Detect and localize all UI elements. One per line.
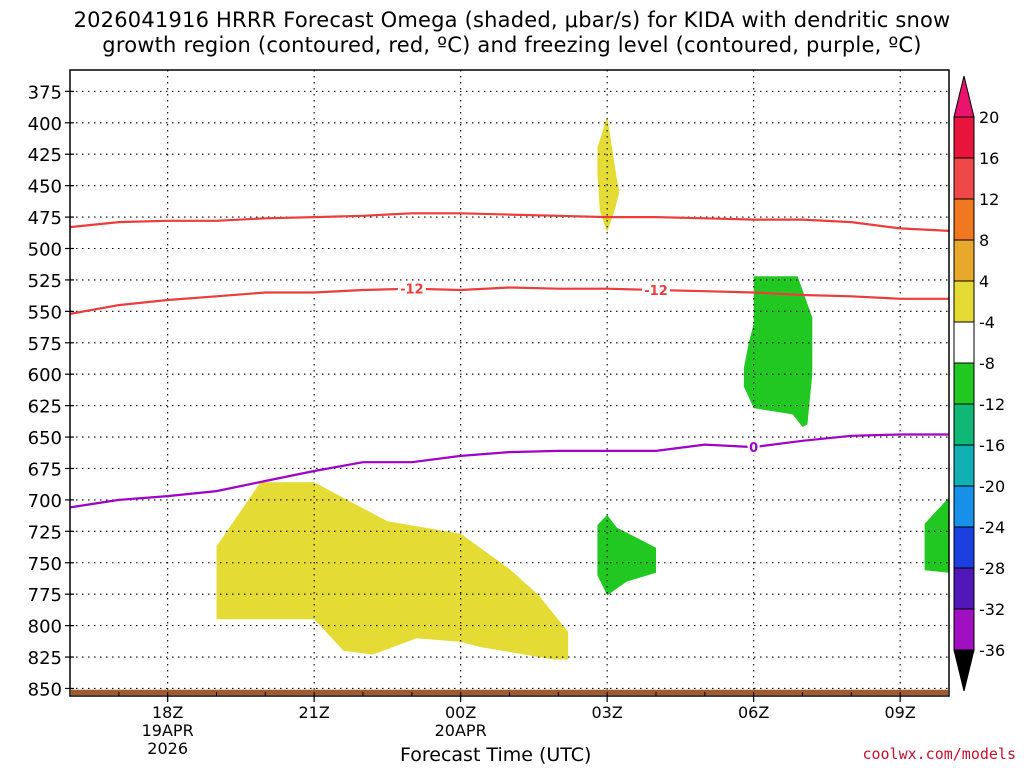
colorbar-top-arrow bbox=[953, 75, 975, 118]
contour-dgz_minus12 bbox=[70, 286, 949, 315]
contour-dgz_warm bbox=[70, 212, 949, 232]
colorbar-label-1: 16 bbox=[979, 149, 999, 168]
contour-label-freezing_level-0: 0 bbox=[749, 441, 758, 456]
colorbar-label-0: 20 bbox=[979, 108, 999, 127]
colorbar-label-5: -4 bbox=[979, 313, 995, 332]
x-tick-label-0-2: 2026 bbox=[147, 739, 188, 758]
x-tick-label-2-0: 00Z bbox=[445, 703, 476, 722]
x-tick-label-1-0: 21Z bbox=[299, 703, 330, 722]
colorbar-label-10: -24 bbox=[979, 518, 1005, 537]
contour-label-dgz_minus12-1: -12 bbox=[644, 284, 668, 299]
y-tick-label-775: 775 bbox=[28, 585, 62, 606]
y-tick-label-450: 450 bbox=[28, 177, 62, 198]
colorbar-band-10 bbox=[953, 526, 975, 569]
shaded-region-omega_plus4_low bbox=[216, 482, 569, 660]
y-tick-label-825: 825 bbox=[28, 648, 62, 669]
y-tick-label-525: 525 bbox=[28, 271, 62, 292]
y-tick-label-800: 800 bbox=[28, 617, 62, 638]
y-tick-label-675: 675 bbox=[28, 459, 62, 480]
colorbar-label-7: -12 bbox=[979, 395, 1005, 414]
chart-title: 2026041916 HRRR Forecast Omega (shaded, … bbox=[0, 8, 1024, 58]
x-tick-label-5-0: 09Z bbox=[885, 703, 916, 722]
y-tick-label-375: 375 bbox=[28, 82, 62, 103]
y-tick-label-575: 575 bbox=[28, 334, 62, 355]
chart-title-line-2: growth region (contoured, red, ºC) and f… bbox=[102, 33, 922, 57]
colorbar-band-8 bbox=[953, 444, 975, 487]
colorbar-band-2 bbox=[953, 198, 975, 241]
x-tick-label-0-1: 19APR bbox=[142, 721, 194, 740]
y-tick-label-725: 725 bbox=[28, 522, 62, 543]
colorbar-band-3 bbox=[953, 239, 975, 282]
credit-link[interactable]: coolwx.com/models bbox=[862, 745, 1016, 763]
y-tick-label-650: 650 bbox=[28, 428, 62, 449]
y-tick-label-625: 625 bbox=[28, 397, 62, 418]
contour-label-dgz_minus12-0: -12 bbox=[400, 283, 424, 298]
y-tick-label-500: 500 bbox=[28, 239, 62, 260]
y-tick-label-475: 475 bbox=[28, 208, 62, 229]
colorbar-band-12 bbox=[953, 608, 975, 651]
colorbar-label-13: -36 bbox=[979, 641, 1005, 660]
shaded-region-omega_minus4_mid bbox=[597, 515, 656, 596]
colorbar-band-5 bbox=[953, 321, 975, 364]
colorbar-band-11 bbox=[953, 567, 975, 610]
colorbar-label-6: -8 bbox=[979, 354, 995, 373]
shaded-region-omega_plus4_upper bbox=[597, 116, 620, 233]
y-tick-label-700: 700 bbox=[28, 491, 62, 512]
colorbar-band-9 bbox=[953, 485, 975, 528]
contour-label-bg-dgz_minus12-0 bbox=[397, 280, 426, 297]
x-tick-label-2-1: 20APR bbox=[435, 721, 487, 740]
colorbar-label-3: 8 bbox=[979, 231, 989, 250]
colorbar-bottom-arrow bbox=[953, 649, 975, 692]
colorbar-label-11: -28 bbox=[979, 559, 1005, 578]
y-tick-label-550: 550 bbox=[28, 302, 62, 323]
colorbar-band-1 bbox=[953, 157, 975, 200]
colorbar-label-9: -20 bbox=[979, 477, 1005, 496]
contour-freezing_level bbox=[70, 433, 949, 509]
colorbar-label-2: 12 bbox=[979, 190, 999, 209]
x-tick-label-3-0: 03Z bbox=[592, 703, 623, 722]
x-tick-label-0-0: 18Z bbox=[152, 703, 183, 722]
y-tick-label-425: 425 bbox=[28, 145, 62, 166]
y-tick-label-850: 850 bbox=[28, 679, 62, 700]
shaded-region-omega_minus4_right bbox=[924, 497, 949, 573]
contour-label-bg-dgz_minus12-1 bbox=[642, 281, 670, 298]
y-tick-label-600: 600 bbox=[28, 365, 62, 386]
colorbar-label-8: -16 bbox=[979, 436, 1005, 455]
shaded-region-omega_minus4_upper bbox=[743, 276, 813, 427]
y-tick-label-750: 750 bbox=[28, 554, 62, 575]
colorbar-label-4: 4 bbox=[979, 272, 989, 291]
colorbar-band-6 bbox=[953, 362, 975, 405]
colorbar-label-12: -32 bbox=[979, 600, 1005, 619]
contour-label-bg-freezing_level-0 bbox=[747, 439, 760, 456]
x-axis-label: Forecast Time (UTC) bbox=[400, 744, 592, 766]
colorbar-band-4 bbox=[953, 280, 975, 323]
chart-title-line-1: 2026041916 HRRR Forecast Omega (shaded, … bbox=[73, 8, 951, 32]
colorbar-band-0 bbox=[953, 116, 975, 159]
y-tick-label-400: 400 bbox=[28, 114, 62, 135]
x-tick-label-4-0: 06Z bbox=[738, 703, 769, 722]
colorbar-band-7 bbox=[953, 403, 975, 446]
